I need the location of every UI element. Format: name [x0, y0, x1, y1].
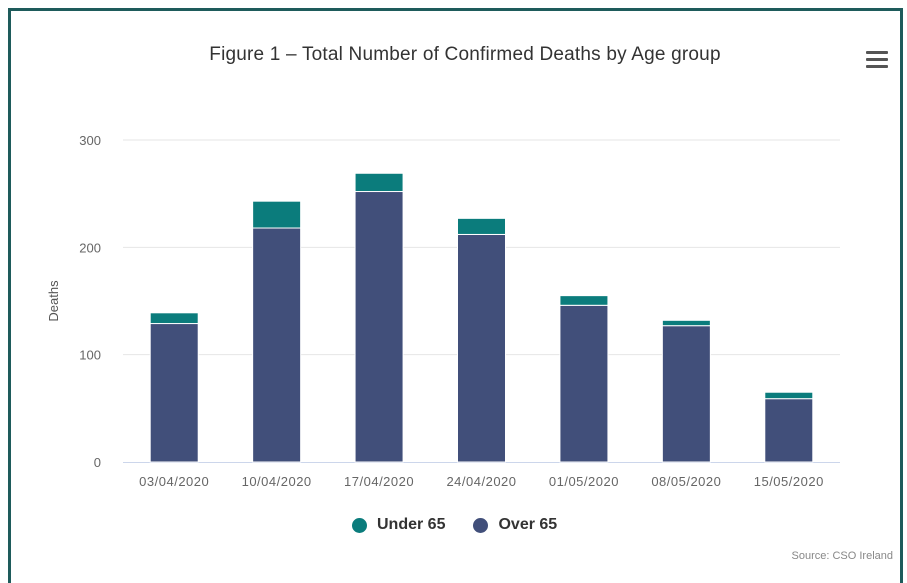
- x-tick-label: 08/05/2020: [651, 474, 721, 489]
- bar-over-65: [661, 325, 711, 463]
- chart-title: Figure 1 – Total Number of Confirmed Dea…: [209, 44, 721, 65]
- x-tick-label: 10/04/2020: [242, 474, 312, 489]
- chart-source: Source: CSO Ireland: [791, 550, 894, 562]
- x-tick-label: 24/04/2020: [446, 474, 516, 489]
- bar-over-65: [457, 233, 506, 463]
- legend-item-under-65[interactable]: Under 65: [352, 516, 445, 534]
- bar-over-65: [354, 191, 404, 463]
- bar-under-65: [149, 312, 199, 325]
- bar-over-65: [764, 398, 814, 463]
- y-axis-title: Deaths: [46, 280, 61, 322]
- chart-container: [8, 8, 903, 583]
- hamburger-menu-icon[interactable]: [866, 51, 888, 69]
- bar-under-65: [559, 295, 609, 306]
- bar-under-65: [457, 217, 506, 235]
- y-tick-label: 200: [79, 240, 101, 255]
- bar-over-65: [149, 323, 199, 463]
- bar-under-65: [764, 391, 814, 400]
- bar-under-65: [354, 172, 404, 193]
- y-tick-label: 0: [94, 455, 101, 470]
- y-tick-label: 300: [79, 133, 101, 148]
- legend-item-over-65[interactable]: Over 65: [473, 516, 557, 534]
- legend-label-under-65: Under 65: [377, 516, 446, 533]
- x-tick-label: 15/05/2020: [754, 474, 824, 489]
- y-tick-label: 100: [79, 348, 101, 363]
- legend-label-over-65: Over 65: [498, 516, 558, 533]
- x-tick-label: 17/04/2020: [344, 474, 414, 489]
- legend-swatch-under-65: [352, 517, 367, 533]
- x-tick-label: 01/05/2020: [549, 474, 619, 489]
- bar-under-65: [661, 319, 711, 327]
- bar-over-65: [252, 227, 302, 463]
- chart-legend: Under 65 Over 65: [352, 516, 557, 534]
- legend-swatch-over-65: [473, 517, 489, 533]
- bar-over-65: [559, 304, 609, 463]
- bar-under-65: [252, 200, 302, 229]
- x-tick-label: 03/04/2020: [139, 474, 209, 489]
